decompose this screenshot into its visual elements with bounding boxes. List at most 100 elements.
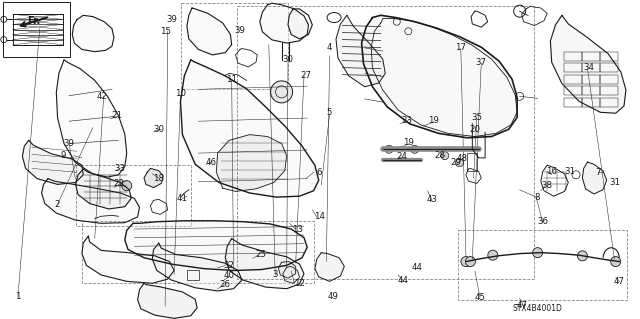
Text: 8: 8 <box>535 193 540 202</box>
Circle shape <box>271 81 292 103</box>
Text: 28: 28 <box>435 151 446 160</box>
Text: 47: 47 <box>614 277 625 286</box>
Bar <box>3 2 70 57</box>
Polygon shape <box>125 221 307 271</box>
Text: 13: 13 <box>292 225 303 234</box>
Polygon shape <box>362 15 517 138</box>
Text: 31: 31 <box>564 167 575 176</box>
Text: 24: 24 <box>396 152 408 161</box>
Text: 35: 35 <box>471 113 483 122</box>
Bar <box>600 63 618 72</box>
Text: 17: 17 <box>455 43 467 52</box>
Text: 36: 36 <box>537 217 548 226</box>
Circle shape <box>465 256 476 267</box>
Text: 1: 1 <box>15 292 20 301</box>
Text: 41: 41 <box>177 194 188 203</box>
Text: 11: 11 <box>226 75 237 84</box>
Bar <box>582 98 600 107</box>
Polygon shape <box>152 243 242 291</box>
Polygon shape <box>336 15 385 87</box>
Text: 14: 14 <box>314 212 326 221</box>
Text: 9: 9 <box>60 151 65 160</box>
Bar <box>181 3 288 89</box>
Polygon shape <box>582 162 607 194</box>
Text: 18: 18 <box>153 174 164 182</box>
Polygon shape <box>180 60 319 197</box>
Text: 48: 48 <box>456 154 468 163</box>
Bar <box>188 270 199 280</box>
Text: 44: 44 <box>412 263 423 272</box>
Polygon shape <box>288 9 312 39</box>
Bar <box>237 6 534 279</box>
Text: 21: 21 <box>111 111 122 120</box>
Circle shape <box>577 251 588 261</box>
Text: 47: 47 <box>516 301 527 310</box>
Text: 38: 38 <box>541 181 553 190</box>
Text: 34: 34 <box>583 63 595 72</box>
Bar <box>564 52 582 61</box>
Circle shape <box>411 145 419 153</box>
Text: 16: 16 <box>546 167 557 176</box>
Text: 5: 5 <box>327 108 332 117</box>
Bar <box>82 221 314 283</box>
Text: STX4B4001D: STX4B4001D <box>513 304 563 313</box>
Text: 42: 42 <box>97 92 108 101</box>
Bar <box>564 98 582 107</box>
Text: 19: 19 <box>403 138 413 147</box>
Text: 3: 3 <box>273 271 278 279</box>
Bar <box>600 98 618 107</box>
Text: 44: 44 <box>397 276 409 285</box>
Bar <box>600 86 618 95</box>
Bar <box>582 52 600 61</box>
Polygon shape <box>138 283 197 318</box>
Text: 29: 29 <box>451 158 461 167</box>
Polygon shape <box>225 239 304 289</box>
Circle shape <box>532 248 543 258</box>
Circle shape <box>385 145 393 153</box>
Text: 23: 23 <box>401 116 412 125</box>
Polygon shape <box>216 135 287 191</box>
Polygon shape <box>315 253 344 281</box>
Text: 49: 49 <box>328 292 338 301</box>
Text: 46: 46 <box>205 158 217 167</box>
Text: 12: 12 <box>294 279 305 288</box>
Polygon shape <box>144 168 163 188</box>
Bar <box>458 230 627 300</box>
Text: 4: 4 <box>327 43 332 52</box>
Text: 40: 40 <box>223 271 235 280</box>
Circle shape <box>461 256 471 267</box>
Polygon shape <box>260 3 308 43</box>
Circle shape <box>488 250 498 260</box>
Bar <box>564 75 582 84</box>
Bar <box>582 63 600 72</box>
Text: 39: 39 <box>166 15 177 24</box>
Text: 45: 45 <box>474 293 486 302</box>
Text: 22: 22 <box>113 179 124 188</box>
Bar <box>76 165 191 226</box>
Circle shape <box>611 256 621 267</box>
Text: 30: 30 <box>282 56 294 64</box>
Circle shape <box>456 159 463 167</box>
Bar <box>564 86 582 95</box>
Bar <box>582 75 600 84</box>
Polygon shape <box>22 140 83 184</box>
Text: 39: 39 <box>235 26 245 35</box>
Polygon shape <box>550 15 626 113</box>
Bar <box>582 86 600 95</box>
Text: 7: 7 <box>596 168 601 177</box>
Polygon shape <box>76 169 131 209</box>
Text: 32: 32 <box>223 261 235 270</box>
Polygon shape <box>72 15 114 52</box>
Text: 25: 25 <box>255 250 267 259</box>
Text: 10: 10 <box>175 89 186 98</box>
Text: 15: 15 <box>159 27 171 36</box>
Text: 43: 43 <box>426 195 438 204</box>
Polygon shape <box>82 236 174 283</box>
Circle shape <box>122 181 132 191</box>
Text: 33: 33 <box>115 164 126 173</box>
Text: 26: 26 <box>220 280 231 289</box>
Circle shape <box>441 152 449 160</box>
Text: Fr.: Fr. <box>27 16 40 26</box>
Bar <box>467 153 477 171</box>
Polygon shape <box>278 262 296 278</box>
